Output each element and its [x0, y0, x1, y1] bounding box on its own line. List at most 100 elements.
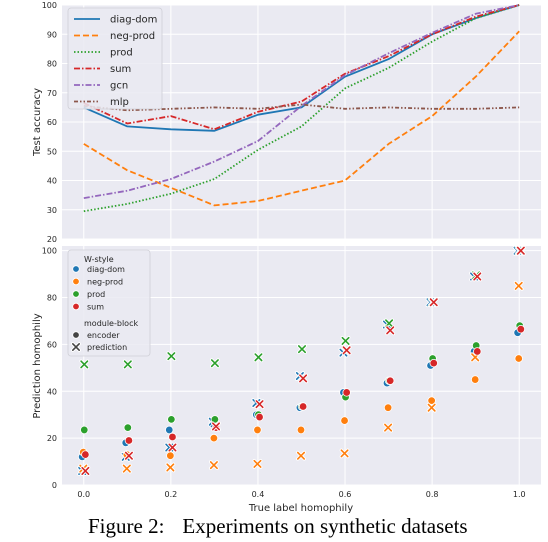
legend-label-neg-prod: neg-prod [87, 278, 123, 287]
bottom-y-tick-labels: 0 20 40 60 80 100 [42, 247, 57, 490]
encoder-point-neg-prod [340, 416, 349, 425]
legend-label-prediction: prediction [87, 343, 127, 352]
prediction-point-neg-prod [426, 402, 437, 413]
bottom-x-tick-label: 0.6 [339, 490, 352, 499]
legend-marker-neg-prod [72, 277, 80, 286]
prediction-point-prod [253, 352, 264, 363]
encoder-point-neg-prod [383, 403, 393, 412]
prediction-point-sum [298, 373, 308, 384]
legend-label-sum: sum [87, 303, 104, 312]
prediction-point-prod [297, 344, 307, 354]
bottom-legend: W-style module-block diag-dom neg-prod pro… [67, 249, 151, 357]
legend-label-diag-dom: diag-dom [110, 15, 157, 26]
prediction-point-prod [340, 335, 351, 346]
top-line-chart: 20 30 40 50 60 70 80 90 100 Test accuracy diag-d… [32, 1, 541, 244]
legend-marker-prediction [71, 342, 81, 352]
encoder-point-sum [255, 412, 264, 422]
top-y-tick-label: 100 [42, 1, 57, 10]
prediction-point-prod [122, 359, 133, 370]
bottom-legend-items: diag-dom neg-prod prod sum encoder prediction [71, 265, 127, 352]
prediction-point-prod [166, 351, 177, 362]
top-y-tick-label: 30 [47, 206, 57, 215]
bottom-legend-box [67, 249, 151, 357]
bottom-x-tick-label: 0.2 [164, 490, 177, 499]
bottom-y-tick-label: 100 [42, 247, 57, 256]
top-y-axis-label: Test accuracy [32, 88, 43, 157]
prediction-point-sum [515, 245, 526, 256]
encoder-point-sum [124, 436, 134, 445]
top-y-tick-label: 60 [47, 118, 57, 127]
encoder-point-sum [429, 358, 438, 368]
legend-label-neg-prod: neg-prod [110, 31, 155, 42]
legend-label-prod: prod [87, 290, 105, 299]
encoder-point-neg-prod [209, 433, 219, 443]
top-legend: diag-dom neg-prod prod sum gcn mlp [67, 7, 163, 110]
bottom-scatter-chart: 0 20 40 60 80 100 0.0 0.2 0.4 0.6 0.8 1.0 Predicti… [32, 245, 541, 514]
legend-title-w-style: W-style [84, 255, 114, 264]
series-line-prod [83, 4, 520, 213]
prediction-point-neg-prod [513, 280, 524, 291]
prediction-point-sum [472, 271, 483, 282]
encoder-point-prod [167, 415, 176, 424]
bottom-y-tick-label: 0 [52, 481, 57, 490]
bottom-x-tick-label: 0.0 [77, 490, 90, 499]
top-y-tick-label: 80 [47, 60, 57, 69]
top-y-tick-label: 40 [47, 177, 57, 186]
legend-marker-sum [72, 302, 80, 311]
prediction-point-neg-prod [339, 448, 350, 459]
prediction-point-sum [428, 297, 439, 308]
legend-label-encoder: encoder [87, 331, 120, 340]
prediction-point-prod [79, 359, 90, 370]
bottom-x-tick-label: 0.8 [426, 490, 439, 499]
encoder-point-neg-prod [253, 425, 262, 435]
prediction-point-neg-prod [209, 460, 219, 470]
bottom-x-axis-label: True label homophily [248, 503, 353, 514]
encoder-point-neg-prod [470, 375, 480, 384]
top-y-tick-label: 70 [47, 89, 57, 98]
top-y-tick-label: 90 [47, 30, 57, 39]
prediction-point-sum [124, 450, 134, 461]
bottom-y-axis-label: Prediction homophily [32, 313, 43, 418]
encoder-point-sum [168, 432, 177, 442]
legend-label-mlp: mlp [110, 97, 129, 108]
legend-label-diag-dom: diag-dom [87, 265, 125, 274]
top-y-tick-label: 20 [47, 235, 57, 244]
bottom-x-tick-label: 1.0 [513, 490, 526, 499]
prediction-point-neg-prod [252, 459, 263, 469]
figure-caption: Figure 2: Experiments on synthetic datase… [88, 514, 548, 542]
encoder-point-sum [342, 388, 351, 397]
series-line-neg-prod [83, 30, 520, 207]
encoder-point-prod [123, 423, 133, 432]
encoder-point-diag-dom [165, 425, 174, 435]
bottom-y-tick-label: 60 [47, 340, 57, 349]
prediction-point-sum [341, 345, 352, 356]
encoder-point-neg-prod [427, 396, 436, 405]
bottom-y-tick-label: 40 [47, 387, 57, 396]
legend-marker-diag-dom [72, 265, 80, 273]
encoder-point-sum [298, 402, 308, 411]
legend-marker-prod [72, 290, 80, 298]
prediction-point-neg-prod [383, 422, 393, 433]
encoder-point-prod [80, 425, 89, 435]
bottom-y-tick-label: 20 [47, 434, 57, 443]
top-series-lines [83, 4, 520, 213]
caption-label: Figure 2: [88, 514, 165, 538]
legend-label-gcn: gcn [110, 81, 128, 92]
legend-title-module-block: module-block [84, 319, 138, 328]
prediction-point-neg-prod [165, 462, 176, 473]
prediction-point-sum [211, 421, 221, 432]
prediction-point-neg-prod [296, 450, 306, 461]
encoder-point-sum [516, 324, 526, 334]
caption-text: Experiments on synthetic datasets [182, 514, 468, 538]
prediction-point-sum [254, 399, 265, 410]
top-y-tick-label: 50 [47, 147, 57, 156]
series-line-gcn [83, 4, 520, 199]
encoder-point-sum [385, 376, 395, 385]
legend-label-sum: sum [110, 64, 131, 75]
series-line-sum [83, 4, 520, 131]
legend-label-prod: prod [110, 48, 133, 59]
bottom-scatter-points [77, 245, 526, 476]
bottom-y-tick-label: 80 [47, 294, 57, 303]
legend-marker-encoder [72, 331, 80, 339]
